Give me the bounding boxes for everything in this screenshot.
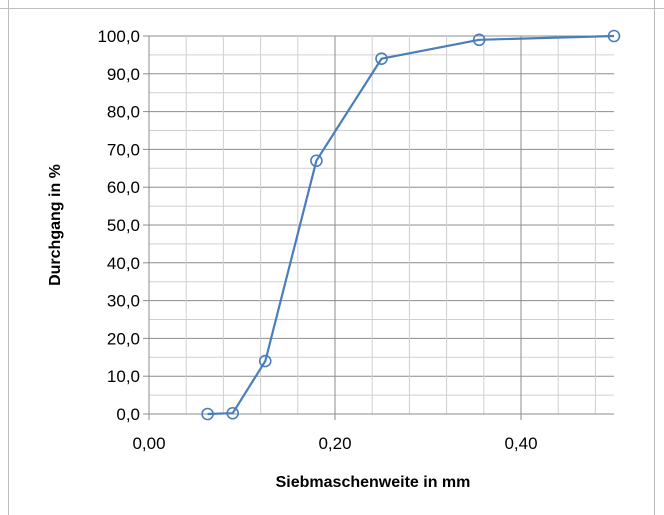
y-tick-label: 10,0	[107, 367, 140, 386]
y-tick-label: 20,0	[107, 329, 140, 348]
data-point-marker	[226, 406, 239, 420]
x-tick-label: 0,40	[504, 434, 537, 453]
y-tick-label: 90,0	[107, 65, 140, 84]
frame-border-top	[0, 8, 664, 9]
y-tick-label: 0,0	[116, 405, 140, 424]
y-tick-label: 50,0	[107, 216, 140, 235]
data-point-marker	[607, 29, 621, 43]
frame-border-right	[654, 0, 655, 515]
data-point-marker	[375, 52, 388, 65]
x-tick-label: 0,20	[318, 434, 351, 453]
series-line	[207, 34, 615, 416]
data-point-marker	[258, 354, 272, 368]
tick-label-layer: 0,0 10,0 20,0 30,0 40,0 50,0 60,0 70,0 80,0 90,0 1…	[97, 27, 537, 453]
grid-layer	[149, 35, 614, 414]
y-axis-title: Durchgang in %	[47, 164, 64, 286]
y-tick-label: 30,0	[107, 292, 140, 311]
y-tick-label: 60,0	[107, 178, 140, 197]
frame-border-left	[8, 0, 9, 515]
x-axis-title: Siebmaschenweite in mm	[276, 474, 471, 491]
y-tick-label: 40,0	[107, 254, 140, 273]
data-point-marker	[310, 154, 323, 168]
y-tick-label: 100,0	[97, 27, 140, 46]
axis-layer	[143, 35, 614, 420]
series-layer	[201, 29, 621, 421]
data-point-marker	[472, 33, 486, 47]
y-tick-label: 80,0	[107, 103, 140, 122]
y-tick-label: 70,0	[107, 140, 140, 159]
data-point-marker	[201, 407, 214, 421]
x-tick-label: 0,00	[132, 434, 165, 453]
